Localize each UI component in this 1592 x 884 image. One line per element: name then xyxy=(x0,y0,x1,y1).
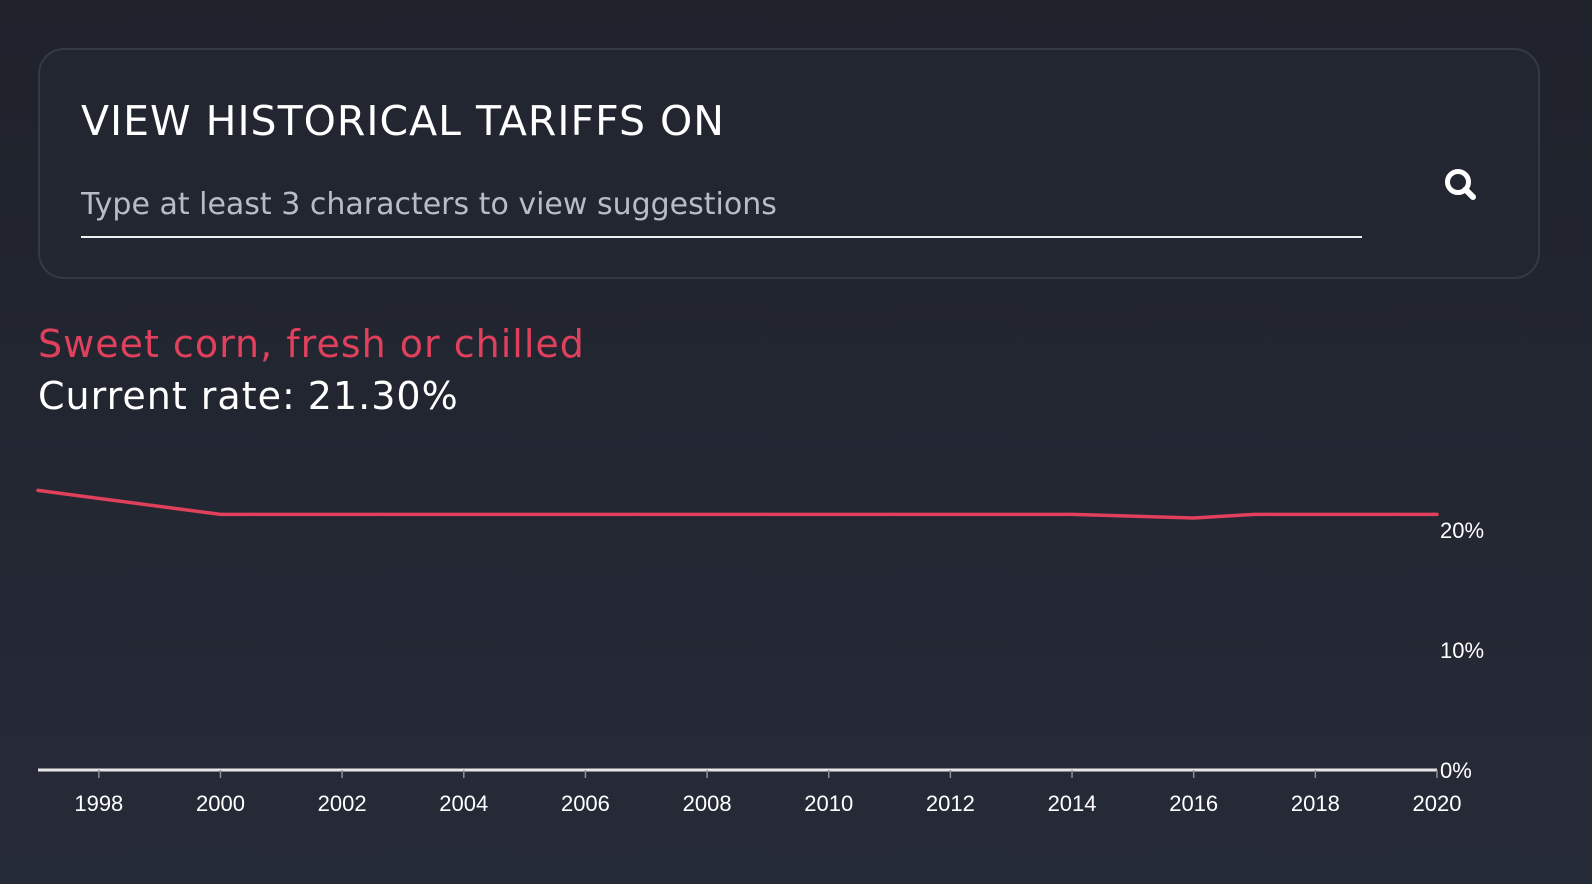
tariff-data-point xyxy=(36,488,40,492)
tariff-data-point xyxy=(218,512,222,516)
x-tick-label: 1998 xyxy=(74,791,123,816)
search-title: VIEW HISTORICAL TARIFFS ON xyxy=(81,97,725,145)
x-tick-label: 2006 xyxy=(561,791,610,816)
x-tick-label: 2010 xyxy=(804,791,853,816)
x-tick-label: 2016 xyxy=(1169,791,1218,816)
x-tick-label: 2014 xyxy=(1048,791,1097,816)
tariff-data-point xyxy=(1253,512,1257,516)
search-input[interactable] xyxy=(81,172,1362,238)
current-rate-value: 21.30% xyxy=(307,374,459,418)
tariff-series-line xyxy=(36,488,1439,520)
x-tick-label: 2002 xyxy=(318,791,367,816)
product-title: Sweet corn, fresh or chilled xyxy=(38,322,585,366)
tariff-data-point xyxy=(1192,516,1196,520)
x-tick-label: 2018 xyxy=(1291,791,1340,816)
current-rate-label: Current rate: xyxy=(38,374,296,418)
y-tick-label: 10% xyxy=(1440,638,1484,663)
y-tick-label: 20% xyxy=(1440,518,1484,543)
x-tick-label: 2012 xyxy=(926,791,975,816)
current-rate: Current rate: 21.30% xyxy=(38,374,459,418)
x-tick-label: 2004 xyxy=(439,791,488,816)
x-tick-label: 2020 xyxy=(1413,791,1462,816)
y-tick-label: 0% xyxy=(1440,758,1472,783)
tariff-data-point xyxy=(1070,512,1074,516)
search-panel: VIEW HISTORICAL TARIFFS ON xyxy=(38,48,1540,279)
x-tick-label: 2000 xyxy=(196,791,245,816)
search-icon xyxy=(1445,169,1476,200)
x-tick-label: 2008 xyxy=(683,791,732,816)
search-button[interactable] xyxy=(1436,160,1488,212)
tariff-data-point xyxy=(1435,512,1439,516)
